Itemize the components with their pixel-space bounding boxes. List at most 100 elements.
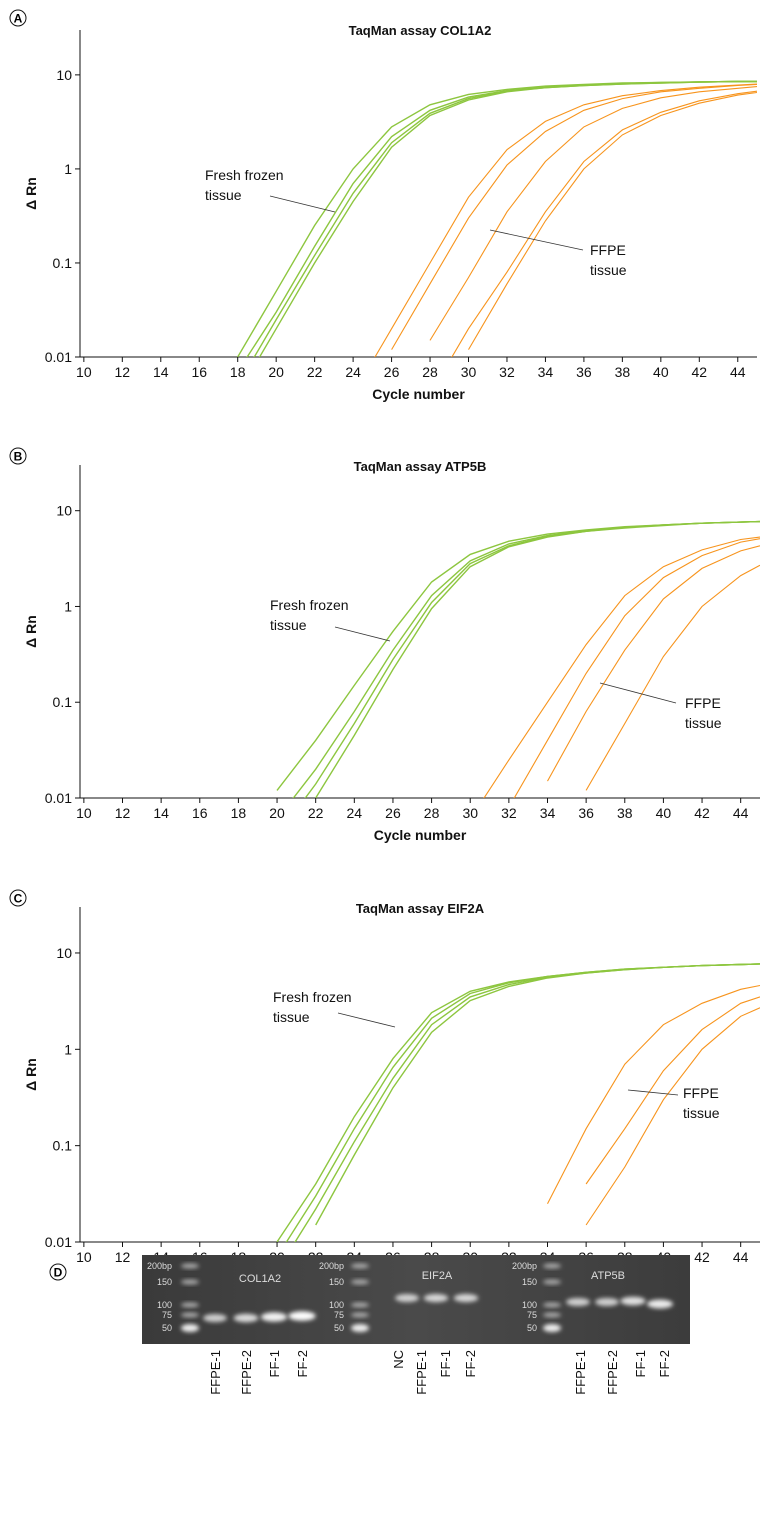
curve <box>238 82 757 358</box>
gel-title: COL1A2 <box>239 1273 281 1285</box>
ladder-label: 100 <box>522 1300 537 1310</box>
figure: A TaqMan assay COL1A2 0.01 0.1 1 10 10 12 14 16 18… <box>0 0 762 1531</box>
annotation-leader <box>270 196 335 212</box>
x-axis-label: Cycle number <box>374 827 467 843</box>
x-tick-label: 18 <box>231 805 247 821</box>
curve <box>238 82 757 386</box>
ladder-band <box>543 1324 561 1332</box>
annotation: tissue <box>683 1105 720 1121</box>
ladder-band <box>351 1313 369 1318</box>
annotation: tissue <box>205 187 242 203</box>
annotation: tissue <box>590 262 627 278</box>
x-tick-label: 42 <box>694 805 710 821</box>
annotation: tissue <box>685 715 722 731</box>
ladder-band <box>181 1280 199 1285</box>
x-tick-label: 32 <box>501 805 517 821</box>
band <box>595 1298 619 1306</box>
curve <box>277 522 760 791</box>
y-tick-label: 0.01 <box>45 790 72 806</box>
x-tick-label: 32 <box>499 364 515 380</box>
lane-label: FF-1 <box>633 1350 648 1377</box>
annotation-leader <box>335 627 390 641</box>
curve <box>548 546 761 781</box>
x-tick-label: 10 <box>76 805 92 821</box>
x-tick-label: 26 <box>385 805 401 821</box>
ladder-band <box>351 1324 369 1332</box>
y-tick-label: 0.1 <box>53 255 73 271</box>
band <box>203 1314 227 1322</box>
chart-title: TaqMan assay ATP5B <box>354 459 487 474</box>
lane-label: FFPE-2 <box>239 1350 254 1395</box>
y-tick-label: 0.1 <box>53 694 73 710</box>
curve <box>277 522 760 837</box>
x-tick-label: 34 <box>538 364 554 380</box>
x-tick-label: 24 <box>347 805 363 821</box>
x-tick-label: 12 <box>115 1249 131 1265</box>
annotation: FFPE <box>683 1085 719 1101</box>
plot <box>277 522 760 837</box>
y-tick-label: 0.01 <box>45 1234 72 1250</box>
x-tick-label: 40 <box>656 805 672 821</box>
ladder-label: 150 <box>329 1277 344 1287</box>
plot <box>238 82 757 395</box>
panel-letter: A <box>14 12 23 26</box>
chart-title: TaqMan assay COL1A2 <box>349 23 492 38</box>
band <box>424 1294 448 1302</box>
x-tick-label: 20 <box>268 364 284 380</box>
annotation: Fresh frozen <box>205 167 284 183</box>
y-tick-label: 10 <box>56 67 72 83</box>
y-tick-label: 10 <box>56 945 72 961</box>
y-tick-label: 1 <box>64 1041 72 1057</box>
panel-letter: C <box>14 892 23 906</box>
ladder-band <box>181 1324 199 1332</box>
ladder-label: 50 <box>162 1323 172 1333</box>
x-tick-label: 42 <box>692 364 708 380</box>
curve <box>469 93 758 350</box>
ladder-label: 75 <box>162 1310 172 1320</box>
ladder-label: 150 <box>522 1277 537 1287</box>
ladder-label: 50 <box>527 1323 537 1333</box>
ladder-label: 150 <box>157 1277 172 1287</box>
lane-label: FF-2 <box>295 1350 310 1377</box>
x-tick-label: 14 <box>153 805 169 821</box>
band <box>395 1294 419 1302</box>
chart-title: TaqMan assay EIF2A <box>356 901 485 916</box>
band <box>566 1298 590 1306</box>
x-tick-label: 16 <box>191 364 207 380</box>
ladder-band <box>181 1313 199 1318</box>
lane-label: FF-2 <box>657 1350 672 1377</box>
x-tick-label: 10 <box>76 364 92 380</box>
lane-label: FF-2 <box>463 1350 478 1377</box>
curve <box>353 84 757 394</box>
x-tick-label: 38 <box>615 364 631 380</box>
x-tick-label: 42 <box>694 1249 710 1265</box>
x-tick-label: 16 <box>192 805 208 821</box>
x-tick-label: 44 <box>730 364 746 380</box>
x-tick-label: 24 <box>345 364 361 380</box>
x-tick-label: 28 <box>422 364 438 380</box>
ladder-band <box>543 1303 561 1308</box>
curve <box>277 964 760 1242</box>
lane-label: FF-1 <box>438 1350 453 1377</box>
ladder-band <box>351 1303 369 1308</box>
curve <box>586 997 760 1184</box>
lane-label: FF-1 <box>267 1350 282 1377</box>
lane-label: FFPE-2 <box>605 1350 620 1395</box>
x-tick-label: 14 <box>153 364 169 380</box>
annotation-leader <box>338 1013 395 1027</box>
gel-title: ATP5B <box>591 1270 625 1282</box>
band <box>261 1312 287 1321</box>
lane-label: FFPE-1 <box>414 1350 429 1395</box>
x-tick-label: 28 <box>424 805 440 821</box>
x-tick-label: 22 <box>308 805 324 821</box>
x-tick-label: 36 <box>576 364 592 380</box>
ladder-band <box>181 1264 199 1269</box>
ladder-band <box>351 1280 369 1285</box>
ladder-band <box>543 1313 561 1318</box>
curve <box>430 87 757 341</box>
annotation: Fresh frozen <box>270 597 349 613</box>
x-tick-label: 12 <box>115 805 131 821</box>
x-tick-label: 44 <box>733 805 749 821</box>
lane-label: FFPE-1 <box>573 1350 588 1395</box>
ladder-band <box>543 1280 561 1285</box>
